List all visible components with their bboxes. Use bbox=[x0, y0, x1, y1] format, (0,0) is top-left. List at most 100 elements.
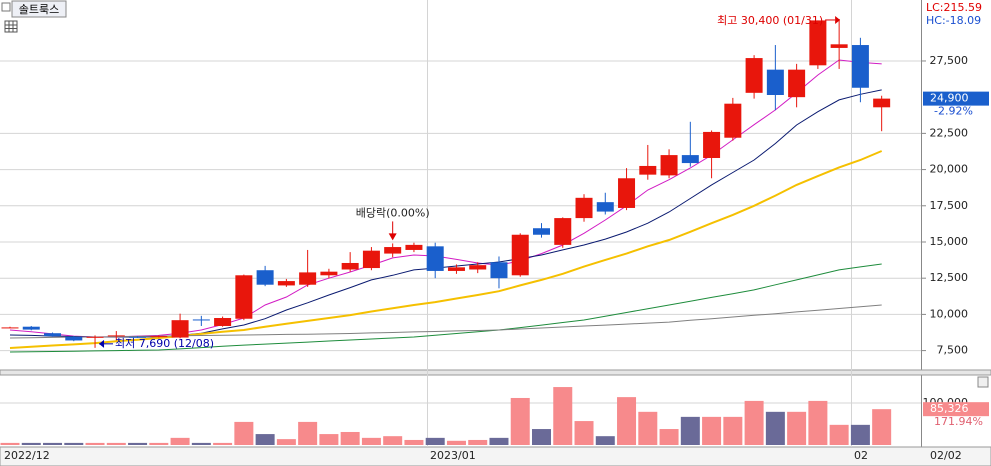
volume-bar bbox=[829, 424, 849, 445]
volume-bar bbox=[425, 437, 445, 445]
volume-bar bbox=[617, 397, 637, 445]
y-tick-label: 20,000 bbox=[930, 163, 969, 176]
volume-bar bbox=[702, 416, 722, 445]
volume-bar bbox=[255, 434, 275, 445]
y-tick-label: 12,500 bbox=[930, 271, 969, 284]
volume-bar bbox=[383, 436, 403, 445]
volume-bar bbox=[21, 442, 41, 445]
candle-body bbox=[22, 326, 40, 330]
candle-body bbox=[192, 319, 210, 321]
y-tick-label: 17,500 bbox=[930, 199, 969, 212]
volume-bar bbox=[510, 397, 530, 445]
candle-body bbox=[766, 69, 784, 95]
panel-separator bbox=[0, 369, 991, 376]
candle-body bbox=[533, 228, 550, 235]
x-label: 2022/12 bbox=[4, 449, 50, 462]
volume-bar bbox=[808, 400, 828, 445]
volume-bar bbox=[128, 442, 148, 445]
event-arrow-head bbox=[388, 233, 397, 241]
volume-bar bbox=[595, 436, 615, 445]
moving-average bbox=[9, 263, 882, 353]
x-label: 2023/01 bbox=[430, 449, 476, 462]
candle-body bbox=[830, 44, 848, 48]
candle-body bbox=[129, 336, 147, 338]
candle-body bbox=[660, 155, 678, 176]
candle-body bbox=[596, 202, 614, 212]
volume-bar bbox=[638, 411, 658, 445]
candle-body bbox=[618, 178, 636, 208]
volume-bar bbox=[149, 442, 169, 445]
y-tick-label: 27,500 bbox=[930, 54, 969, 67]
candle-body bbox=[341, 262, 359, 270]
y-tick-label: 7,500 bbox=[937, 344, 969, 357]
volume-toggle[interactable] bbox=[977, 376, 989, 388]
y-tick-label: 15,000 bbox=[930, 235, 969, 248]
candle-body bbox=[235, 275, 253, 319]
last-price-box bbox=[923, 91, 989, 106]
y-tick-label: 22,500 bbox=[930, 126, 969, 139]
low-arrow-head bbox=[99, 339, 105, 348]
event-label: 배당락(0.00%) bbox=[356, 206, 430, 219]
volume-bar bbox=[574, 421, 594, 445]
candle-body bbox=[44, 333, 62, 337]
candle-body bbox=[214, 318, 232, 326]
change-label: -2.92% bbox=[934, 105, 973, 118]
current-date: 02/02 bbox=[930, 449, 962, 462]
candle-body bbox=[426, 246, 444, 271]
volume-bar bbox=[106, 442, 126, 445]
volume-bar bbox=[234, 421, 254, 445]
candle-body bbox=[65, 336, 83, 341]
volume-bar bbox=[298, 421, 318, 445]
low-label: 최저 7,690 (12/08) bbox=[115, 337, 214, 350]
volume-bar bbox=[744, 400, 764, 445]
high-arrow-head bbox=[835, 15, 841, 24]
candle-body bbox=[405, 244, 423, 250]
volume-bar bbox=[319, 434, 339, 445]
volume-bar bbox=[489, 437, 509, 445]
high-label: 최고 30,400 (01/31) bbox=[717, 14, 823, 27]
volume-bar bbox=[85, 442, 105, 445]
candle-body bbox=[469, 265, 487, 270]
candle-body bbox=[873, 98, 891, 108]
moving-average bbox=[9, 150, 883, 349]
volume-bar bbox=[213, 442, 233, 445]
table-icon[interactable] bbox=[4, 20, 18, 33]
y-tick-label: 10,000 bbox=[930, 307, 969, 320]
candle-body bbox=[639, 165, 657, 175]
volume-bar bbox=[659, 429, 679, 445]
hc-label: HC:-18.09 bbox=[926, 14, 981, 27]
volume-bar bbox=[850, 424, 870, 445]
checkbox[interactable] bbox=[1, 2, 11, 12]
x-label: 02 bbox=[854, 449, 868, 462]
candle-body bbox=[1, 327, 19, 329]
volume-bar bbox=[276, 439, 296, 445]
volume-bar bbox=[872, 409, 892, 445]
volume-bar bbox=[64, 442, 84, 445]
candle-body bbox=[809, 20, 827, 66]
candle-body bbox=[86, 336, 104, 338]
volume-bar bbox=[553, 387, 573, 445]
symbol-tab[interactable] bbox=[11, 0, 67, 18]
candle-body bbox=[384, 247, 402, 254]
volume-bar bbox=[361, 437, 381, 445]
volume-bar bbox=[404, 439, 424, 445]
candle-body bbox=[575, 197, 593, 219]
candle-body bbox=[447, 267, 465, 271]
candle-body bbox=[320, 271, 338, 276]
volume-bar bbox=[787, 411, 807, 445]
volume-bar bbox=[532, 429, 551, 445]
volume-bar bbox=[680, 416, 700, 445]
candle-body bbox=[107, 335, 125, 337]
volume-bar bbox=[723, 416, 743, 445]
candle-body bbox=[511, 234, 529, 276]
candle-body bbox=[851, 45, 869, 88]
candle-body bbox=[554, 218, 572, 245]
candle-body bbox=[256, 270, 274, 285]
candle-body bbox=[150, 336, 168, 338]
candle-body bbox=[490, 262, 508, 279]
volume-bar bbox=[446, 440, 466, 445]
volume-bar bbox=[43, 442, 63, 445]
volume-bar bbox=[468, 439, 488, 445]
candle-body bbox=[277, 281, 295, 286]
